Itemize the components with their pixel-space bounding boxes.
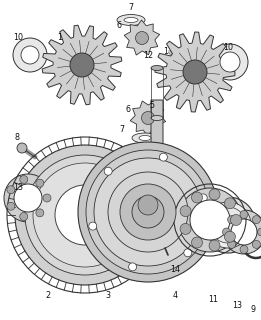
Text: 6: 6: [116, 21, 122, 30]
Text: 13: 13: [13, 183, 23, 193]
Text: 5: 5: [150, 100, 155, 109]
Circle shape: [108, 172, 188, 252]
Ellipse shape: [151, 66, 163, 70]
Circle shape: [141, 111, 155, 124]
Circle shape: [89, 222, 97, 230]
Circle shape: [252, 240, 260, 248]
Circle shape: [21, 46, 39, 64]
Circle shape: [192, 237, 203, 248]
Circle shape: [228, 240, 236, 248]
Text: 9: 9: [251, 306, 256, 315]
Circle shape: [220, 52, 240, 72]
Circle shape: [33, 163, 137, 267]
Circle shape: [129, 263, 137, 271]
Circle shape: [132, 196, 164, 228]
Circle shape: [70, 53, 94, 77]
Text: 12: 12: [143, 51, 153, 60]
Circle shape: [43, 194, 51, 202]
Text: 3: 3: [105, 291, 110, 300]
Polygon shape: [155, 32, 235, 112]
Ellipse shape: [151, 116, 163, 121]
Circle shape: [183, 60, 207, 84]
Circle shape: [224, 198, 235, 209]
Ellipse shape: [139, 135, 151, 140]
Circle shape: [178, 188, 242, 252]
Circle shape: [14, 184, 42, 212]
Circle shape: [120, 184, 176, 240]
Text: 7: 7: [128, 4, 134, 12]
Circle shape: [20, 212, 28, 220]
Circle shape: [15, 145, 155, 285]
Circle shape: [78, 142, 218, 282]
Circle shape: [222, 228, 230, 236]
Text: 6: 6: [126, 106, 130, 115]
Circle shape: [36, 179, 44, 187]
Circle shape: [86, 150, 210, 274]
Circle shape: [205, 202, 251, 248]
Ellipse shape: [124, 18, 138, 22]
Circle shape: [159, 153, 167, 161]
Circle shape: [210, 207, 246, 243]
Circle shape: [55, 185, 115, 245]
Text: 10: 10: [13, 34, 23, 43]
Circle shape: [17, 143, 27, 153]
Circle shape: [240, 245, 248, 253]
Text: 1: 1: [163, 47, 169, 57]
Circle shape: [212, 44, 248, 80]
Circle shape: [7, 202, 15, 210]
Text: 10: 10: [223, 44, 233, 52]
Circle shape: [230, 214, 241, 226]
Circle shape: [258, 228, 261, 236]
Circle shape: [192, 192, 203, 203]
Text: 4: 4: [173, 291, 177, 300]
Ellipse shape: [117, 14, 145, 26]
Circle shape: [36, 209, 44, 217]
Circle shape: [224, 231, 235, 242]
FancyBboxPatch shape: [151, 100, 163, 155]
Circle shape: [222, 210, 261, 254]
Circle shape: [7, 186, 15, 194]
Circle shape: [13, 38, 47, 72]
Circle shape: [199, 194, 207, 202]
Circle shape: [25, 155, 145, 275]
Text: 2: 2: [45, 291, 51, 300]
Text: 11: 11: [208, 295, 218, 305]
Polygon shape: [42, 25, 122, 105]
Circle shape: [20, 175, 28, 183]
Circle shape: [209, 240, 220, 251]
Polygon shape: [124, 20, 160, 55]
Circle shape: [135, 31, 149, 44]
Circle shape: [184, 249, 192, 257]
Circle shape: [104, 167, 112, 175]
Text: 13: 13: [232, 300, 242, 309]
Text: 7: 7: [120, 125, 124, 134]
Circle shape: [138, 195, 158, 215]
Circle shape: [228, 216, 236, 224]
Circle shape: [4, 174, 52, 222]
Circle shape: [240, 211, 248, 219]
Circle shape: [200, 197, 256, 253]
Text: 1: 1: [57, 34, 62, 43]
Circle shape: [209, 189, 220, 200]
Circle shape: [180, 206, 191, 217]
Circle shape: [252, 216, 260, 224]
Polygon shape: [130, 101, 166, 136]
Text: 8: 8: [15, 133, 20, 142]
Circle shape: [180, 223, 191, 234]
Circle shape: [231, 219, 257, 245]
Circle shape: [94, 158, 202, 266]
Text: 14: 14: [170, 266, 180, 275]
Ellipse shape: [132, 133, 158, 143]
Circle shape: [190, 200, 230, 240]
